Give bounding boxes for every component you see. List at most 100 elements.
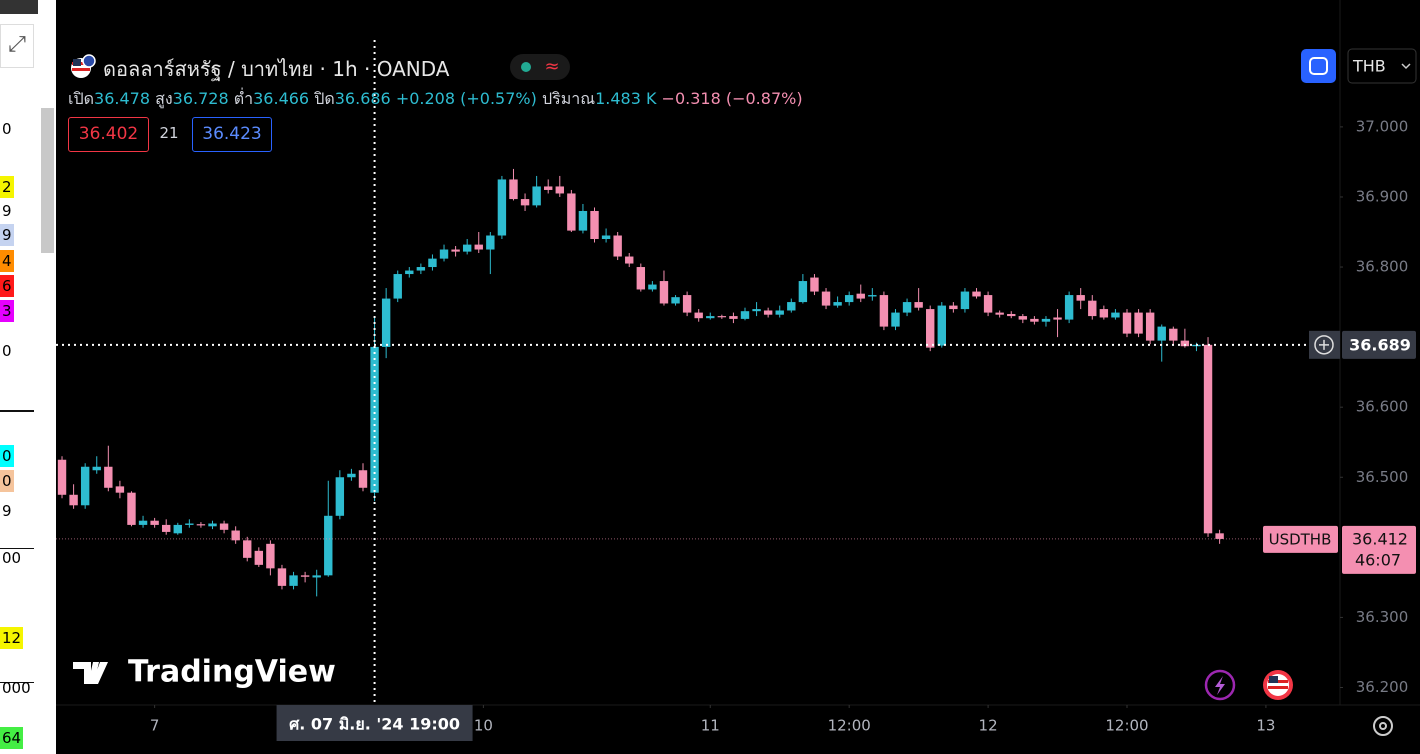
crosshair-price-tag bbox=[1342, 330, 1416, 359]
candle-body bbox=[763, 310, 773, 315]
scrollbar-thumb[interactable] bbox=[41, 108, 54, 253]
candle-body bbox=[497, 179, 507, 236]
panel-value: 64 bbox=[0, 727, 24, 749]
y-tick-label: 36.900 bbox=[1356, 187, 1409, 205]
candle-body bbox=[57, 459, 67, 495]
last-price-tag bbox=[1342, 525, 1416, 574]
candle-body bbox=[972, 291, 981, 297]
low-label: ต่ำ bbox=[233, 89, 254, 108]
panel-divider bbox=[0, 548, 34, 549]
layout-button[interactable] bbox=[1301, 49, 1336, 83]
candle-body bbox=[937, 305, 946, 346]
candle-body bbox=[405, 270, 414, 275]
sell-button[interactable]: 36.402 bbox=[68, 117, 149, 152]
candle-body bbox=[960, 291, 970, 310]
status-pill: ≈ bbox=[510, 54, 570, 80]
candle-body bbox=[1018, 316, 1028, 320]
candle-body bbox=[243, 540, 252, 558]
crosshair-time-label: ศ. 07 มิ.ย. '24 19:00 bbox=[289, 715, 460, 734]
candle-body bbox=[1145, 312, 1155, 341]
candle-body bbox=[810, 277, 819, 292]
candle-body bbox=[949, 305, 958, 310]
currency-dropdown[interactable]: THB bbox=[1347, 48, 1417, 84]
high-label: สูง bbox=[155, 89, 173, 108]
candle-body bbox=[625, 256, 634, 264]
candle-body bbox=[208, 523, 217, 527]
panel-divider bbox=[0, 410, 34, 412]
spread: 21 bbox=[159, 124, 179, 142]
candle-body bbox=[740, 311, 750, 319]
panel-bar bbox=[0, 0, 38, 14]
expand-button[interactable]: ⤢ bbox=[0, 24, 34, 68]
candle-body bbox=[1180, 340, 1190, 347]
settings-icon[interactable] bbox=[1373, 716, 1393, 736]
candle-body bbox=[462, 244, 472, 252]
x-tick-label: 12 bbox=[979, 717, 998, 735]
panel-value: 0 bbox=[2, 342, 12, 360]
candle-body bbox=[486, 235, 495, 250]
candle-body bbox=[590, 210, 599, 240]
candle-body bbox=[926, 309, 935, 348]
volume: 1.483 K bbox=[595, 89, 657, 108]
candle-body bbox=[729, 316, 738, 319]
buy-button[interactable]: 36.423 bbox=[192, 117, 272, 152]
candle-body bbox=[567, 193, 576, 231]
svg-text:≈: ≈ bbox=[544, 56, 559, 77]
candle-body bbox=[636, 267, 646, 290]
countdown-label: 46:07 bbox=[1355, 550, 1401, 569]
change: +0.208 (+0.57%) bbox=[395, 89, 537, 108]
candle-body bbox=[891, 312, 900, 327]
x-tick-label: 7 bbox=[150, 717, 160, 735]
candle-body bbox=[671, 297, 680, 304]
candle-body bbox=[254, 550, 264, 565]
candle-body bbox=[1169, 328, 1178, 341]
candle-body bbox=[787, 302, 796, 311]
candle-body bbox=[231, 530, 240, 541]
y-tick-label: 36.600 bbox=[1356, 398, 1409, 416]
candle-body bbox=[416, 267, 426, 271]
ohlc-legend: เปิด36.478 สูง36.728 ต่ำ36.466 ปิด36.686… bbox=[68, 87, 803, 112]
candle-body bbox=[358, 470, 368, 488]
candle-body bbox=[532, 186, 541, 206]
candle-body bbox=[1064, 295, 1074, 320]
candle-body bbox=[324, 515, 333, 576]
crosshair-time-tag bbox=[276, 705, 473, 741]
panel-divider bbox=[0, 682, 34, 683]
x-tick-label: 13 bbox=[1256, 717, 1275, 735]
panel-value: 0 bbox=[0, 470, 14, 492]
x-tick-label: 12:00 bbox=[1105, 717, 1148, 735]
left-panel: ⤢ 0 2 9 9 4 6 3 0 0 0 9 00 12 000 64 bbox=[0, 0, 40, 754]
candle-body bbox=[335, 477, 345, 516]
candle-body bbox=[162, 524, 171, 532]
panel-value: 0 bbox=[0, 445, 14, 467]
candle-body bbox=[798, 281, 808, 303]
panel-value: 2 bbox=[0, 176, 14, 198]
us-flag-icon[interactable] bbox=[1263, 670, 1293, 700]
marks: 37.000 36.900 36.800 36.600 36.500 36.300 36.2… bbox=[56, 40, 1416, 741]
candle-body bbox=[150, 520, 159, 525]
logo: TradingView bbox=[73, 655, 336, 690]
candle-body bbox=[856, 293, 865, 299]
add-icon bbox=[1319, 339, 1329, 350]
candle-body bbox=[995, 312, 1004, 315]
open-value: 36.478 bbox=[94, 89, 150, 108]
candle-body bbox=[1076, 295, 1085, 301]
symbol-label: USDTHB bbox=[1269, 530, 1332, 548]
x-tick-label: 12:00 bbox=[828, 717, 871, 735]
candle-body bbox=[115, 486, 125, 493]
candle-body bbox=[312, 575, 321, 578]
open-label: เปิด bbox=[68, 89, 95, 108]
candle-body bbox=[601, 235, 611, 240]
flash-icon[interactable] bbox=[1204, 669, 1236, 701]
candle-body bbox=[1007, 313, 1016, 317]
candle-body bbox=[879, 295, 889, 327]
y-tick-label: 36.800 bbox=[1356, 258, 1409, 276]
candle-body bbox=[868, 295, 877, 297]
panel-value: 3 bbox=[0, 300, 14, 322]
candle-body bbox=[902, 302, 912, 313]
high-value: 36.728 bbox=[172, 89, 229, 108]
candle-body bbox=[578, 210, 588, 231]
candle-body bbox=[219, 523, 229, 530]
candle-body bbox=[451, 249, 460, 252]
